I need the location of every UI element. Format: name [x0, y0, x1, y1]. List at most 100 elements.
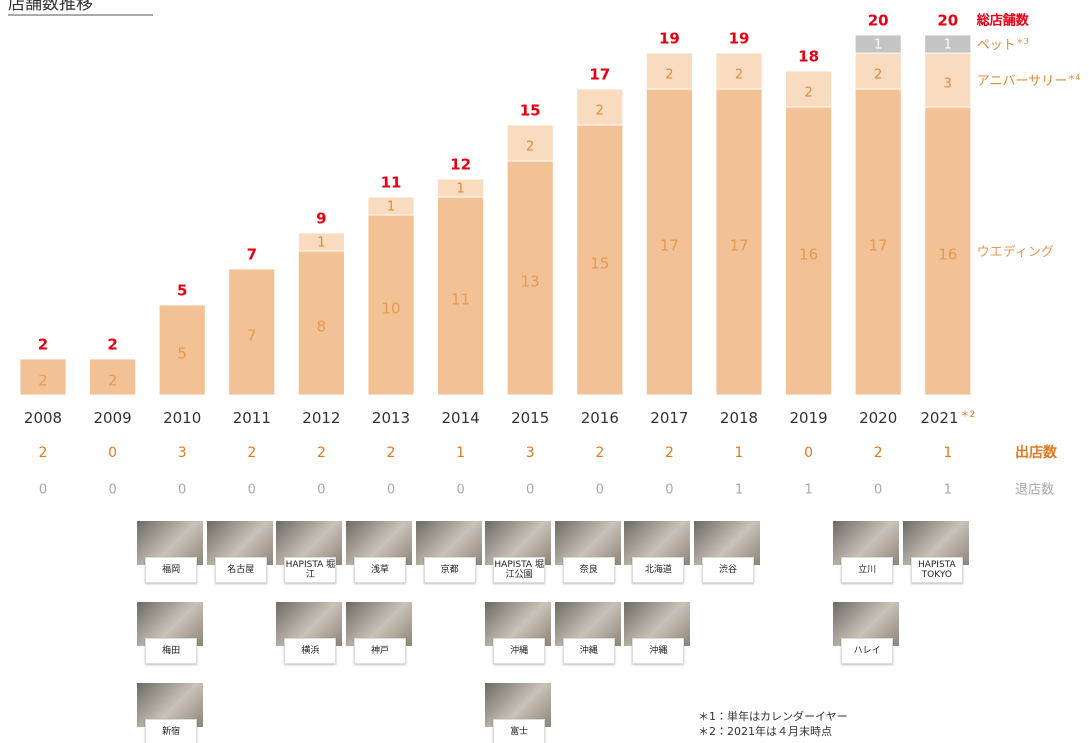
store-thumbnail: HAPISTA 堀江: [276, 521, 342, 587]
opened-value: 2: [387, 445, 396, 461]
store-name: 沖縄: [493, 638, 545, 664]
segment-label: 1: [387, 200, 395, 215]
x-tick-label: 2016: [581, 409, 619, 427]
total-label: 12: [450, 156, 471, 174]
x-tick-label: 2020: [859, 409, 897, 427]
store-name: 奈良: [563, 557, 615, 583]
total-label: 18: [798, 48, 819, 66]
store-thumbnail: 横浜: [276, 602, 342, 668]
segment-label: 11: [451, 291, 470, 309]
legend-label: ウエディング: [977, 244, 1054, 260]
store-thumbnail: 新宿: [137, 683, 203, 743]
store-thumbnail: 福岡: [137, 521, 203, 587]
opened-value: 1: [456, 445, 465, 461]
x-tick-text: 2010: [163, 409, 201, 427]
segment-label: 2: [38, 372, 48, 390]
x-tick-label: 2011: [233, 409, 271, 427]
store-name: 福岡: [145, 557, 197, 583]
store-name: HAPISTA 堀江: [284, 557, 336, 583]
total-label: 11: [381, 174, 402, 192]
store-thumbnail: 奈良: [555, 521, 621, 587]
closed-value: 0: [39, 483, 47, 498]
store-name: 名古屋: [215, 557, 267, 583]
segment-label: 1: [317, 236, 325, 251]
store-name: 神戸: [354, 638, 406, 664]
segment-label: 7: [247, 327, 257, 345]
opened-value: 2: [317, 445, 326, 461]
store-name: 浅草: [354, 557, 406, 583]
opened-value: 3: [526, 445, 535, 461]
x-tick-text: 2014: [442, 409, 480, 427]
store-thumbnail: ハレイ: [833, 602, 899, 668]
closed-value: 0: [178, 483, 186, 498]
closed-legend: 退店数: [1015, 483, 1054, 498]
opened-value: 0: [804, 445, 813, 461]
opened-value: 2: [39, 445, 48, 461]
x-tick-text: 2021: [920, 409, 958, 427]
opened-value: 3: [178, 445, 187, 461]
store-name: 新宿: [145, 719, 197, 743]
closed-value: 0: [387, 483, 395, 498]
x-tick-text: 2011: [233, 409, 271, 427]
store-name: 立川: [841, 557, 893, 583]
x-tick-text: 2017: [650, 409, 688, 427]
segment-label: 8: [317, 318, 327, 336]
x-tick-label: 2015: [511, 409, 549, 427]
x-tick-text: 2012: [302, 409, 340, 427]
total-label: 19: [729, 30, 750, 48]
total-label: 19: [659, 30, 680, 48]
segment-label: 3: [944, 77, 952, 92]
x-tick-text: 2016: [581, 409, 619, 427]
x-tick-text: 2020: [859, 409, 897, 427]
segment-label: 2: [526, 140, 534, 155]
segment-label: 13: [521, 273, 540, 291]
store-thumbnail: HAPISTA 堀江公園: [485, 521, 551, 587]
x-tick-label: 2014: [442, 409, 480, 427]
footnote: ＊2：2021年は４月末時点: [698, 723, 832, 739]
x-tick-label: 2009: [94, 409, 132, 427]
closed-value: 0: [874, 483, 882, 498]
legend-name: アニバーサリー: [977, 74, 1067, 89]
opened-value: 0: [108, 445, 117, 461]
x-tick-label: 2008: [24, 409, 62, 427]
segment-label: 16: [938, 246, 957, 264]
x-tick-label: 2013: [372, 409, 410, 427]
store-thumbnail: 沖縄: [485, 602, 551, 668]
closed-value: 0: [526, 483, 534, 498]
store-name: 梅田: [145, 638, 197, 664]
legend-label: アニバーサリー＊4: [977, 73, 1081, 89]
x-tick-label: 2010: [163, 409, 201, 427]
segment-label: 2: [665, 68, 673, 83]
total-label: 5: [177, 282, 187, 300]
segment-label: 2: [108, 372, 118, 390]
segment-label: 2: [804, 86, 812, 101]
legend-name: ウエディング: [977, 244, 1054, 260]
opened-value: 2: [247, 445, 256, 461]
x-tick-footnote: ＊2: [961, 410, 976, 420]
store-name: 沖縄: [563, 638, 615, 664]
store-thumbnail: 名古屋: [207, 521, 273, 587]
x-tick-text: 2008: [24, 409, 62, 427]
store-name: HAPISTA 堀江公園: [493, 557, 545, 583]
total-label: 20: [868, 12, 889, 30]
store-thumbnail: 神戸: [346, 602, 412, 668]
closed-value: 0: [248, 483, 256, 498]
segment-label: 17: [660, 237, 679, 255]
opened-value: 2: [874, 445, 883, 461]
store-thumbnail: 北海道: [624, 521, 690, 587]
store-thumbnail: 浅草: [346, 521, 412, 587]
store-thumbnail: 立川: [833, 521, 899, 587]
total-label: 15: [520, 102, 541, 120]
segment-label: 16: [799, 246, 818, 264]
store-thumbnail: 沖縄: [624, 602, 690, 668]
store-name: 沖縄: [632, 638, 684, 664]
store-name: 渋谷: [702, 557, 754, 583]
segment-label: 5: [177, 345, 187, 363]
total-label: 2: [107, 336, 117, 354]
legend-footnote: ＊3: [1016, 37, 1029, 46]
x-tick-label: 2019: [790, 409, 828, 427]
closed-value: 0: [317, 483, 325, 498]
x-tick-label: 2012: [302, 409, 340, 427]
x-tick-text: 2015: [511, 409, 549, 427]
total-label: 7: [247, 246, 257, 264]
